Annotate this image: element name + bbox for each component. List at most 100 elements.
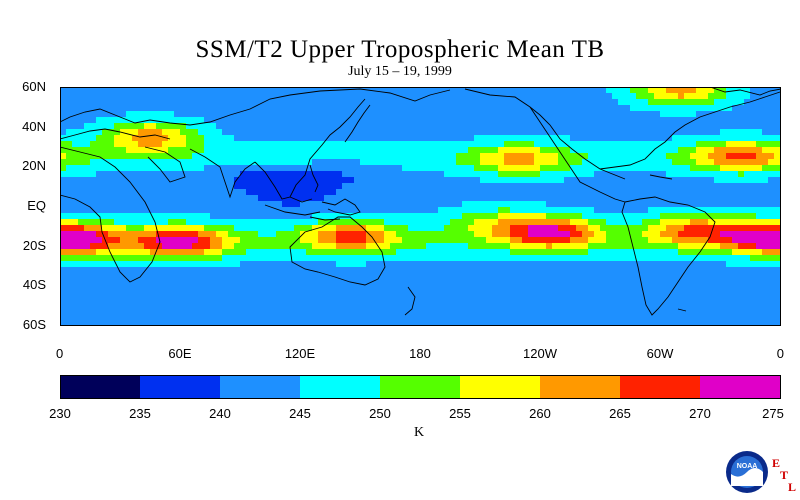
temperature-cell: [186, 165, 193, 172]
temperature-cell: [462, 93, 469, 100]
temperature-cell: [360, 141, 367, 148]
temperature-cell: [516, 129, 523, 136]
temperature-cell: [528, 231, 535, 238]
temperature-cell: [576, 111, 583, 118]
temperature-cell: [438, 303, 445, 310]
temperature-cell: [762, 297, 769, 304]
temperature-cell: [294, 141, 301, 148]
temperature-cell: [624, 177, 631, 184]
temperature-cell: [774, 189, 781, 196]
temperature-cell: [588, 117, 595, 124]
temperature-cell: [618, 123, 625, 130]
temperature-cell: [294, 291, 301, 298]
temperature-cell: [636, 291, 643, 298]
temperature-cell: [678, 255, 685, 262]
temperature-cell: [186, 309, 193, 316]
temperature-cell: [720, 111, 727, 118]
temperature-cell: [390, 135, 397, 142]
temperature-cell: [624, 285, 631, 292]
temperature-cell: [384, 201, 391, 208]
temperature-cell: [408, 273, 415, 280]
temperature-cell: [252, 219, 259, 226]
temperature-cell: [486, 123, 493, 130]
temperature-cell: [600, 105, 607, 112]
temperature-cell: [384, 99, 391, 106]
temperature-cell: [504, 303, 511, 310]
temperature-cell: [444, 303, 451, 310]
temperature-cell: [750, 111, 757, 118]
temperature-cell: [552, 117, 559, 124]
temperature-cell: [156, 279, 163, 286]
temperature-cell: [126, 231, 133, 238]
temperature-cell: [66, 141, 73, 148]
latitude-label: 60N: [22, 79, 46, 94]
temperature-cell: [768, 111, 775, 118]
temperature-cell: [558, 285, 565, 292]
temperature-cell: [702, 243, 709, 250]
temperature-cell: [600, 255, 607, 262]
temperature-cell: [690, 159, 697, 166]
temperature-cell: [666, 285, 673, 292]
temperature-cell: [402, 249, 409, 256]
temperature-cell: [246, 189, 253, 196]
temperature-cell: [636, 111, 643, 118]
temperature-cell: [540, 201, 547, 208]
temperature-cell: [306, 189, 313, 196]
temperature-cell: [774, 87, 781, 94]
temperature-cell: [600, 93, 607, 100]
temperature-cell: [420, 261, 427, 268]
temperature-cell: [84, 261, 91, 268]
temperature-cell: [654, 129, 661, 136]
temperature-cell: [396, 243, 403, 250]
temperature-cell: [708, 111, 715, 118]
temperature-cell: [414, 285, 421, 292]
temperature-cell: [510, 315, 517, 322]
temperature-cell: [468, 189, 475, 196]
temperature-cell: [462, 177, 469, 184]
temperature-cell: [522, 183, 529, 190]
temperature-cell: [450, 117, 457, 124]
temperature-cell: [576, 219, 583, 226]
temperature-cell: [432, 147, 439, 154]
temperature-cell: [66, 165, 73, 172]
temperature-cell: [534, 225, 541, 232]
temperature-cell: [234, 171, 241, 178]
temperature-cell: [234, 105, 241, 112]
temperature-cell: [558, 183, 565, 190]
temperature-cell: [120, 135, 127, 142]
temperature-cell: [156, 117, 163, 124]
temperature-cell: [630, 285, 637, 292]
temperature-cell: [354, 177, 361, 184]
color-swatch: [700, 375, 781, 399]
temperature-cell: [294, 201, 301, 208]
temperature-cell: [168, 243, 175, 250]
temperature-cell: [678, 111, 685, 118]
temperature-cell: [366, 153, 373, 160]
temperature-cell: [720, 99, 727, 106]
temperature-cell: [102, 123, 109, 130]
temperature-cell: [216, 273, 223, 280]
temperature-cell: [78, 231, 85, 238]
temperature-cell: [144, 189, 151, 196]
temperature-cell: [138, 159, 145, 166]
temperature-cell: [726, 147, 733, 154]
temperature-cell: [684, 279, 691, 286]
temperature-cell: [540, 159, 547, 166]
temperature-cell: [294, 123, 301, 130]
temperature-cell: [222, 315, 229, 322]
temperature-cell: [468, 285, 475, 292]
temperature-cell: [216, 267, 223, 274]
temperature-cell: [240, 105, 247, 112]
temperature-cell: [648, 267, 655, 274]
temperature-cell: [270, 225, 277, 232]
temperature-cell: [162, 171, 169, 178]
temperature-cell: [720, 315, 727, 322]
temperature-cell: [198, 315, 205, 322]
temperature-cell: [120, 225, 127, 232]
temperature-cell: [438, 291, 445, 298]
temperature-cell: [438, 171, 445, 178]
temperature-cell: [456, 111, 463, 118]
temperature-cell: [708, 129, 715, 136]
temperature-cell: [564, 255, 571, 262]
temperature-cell: [690, 135, 697, 142]
